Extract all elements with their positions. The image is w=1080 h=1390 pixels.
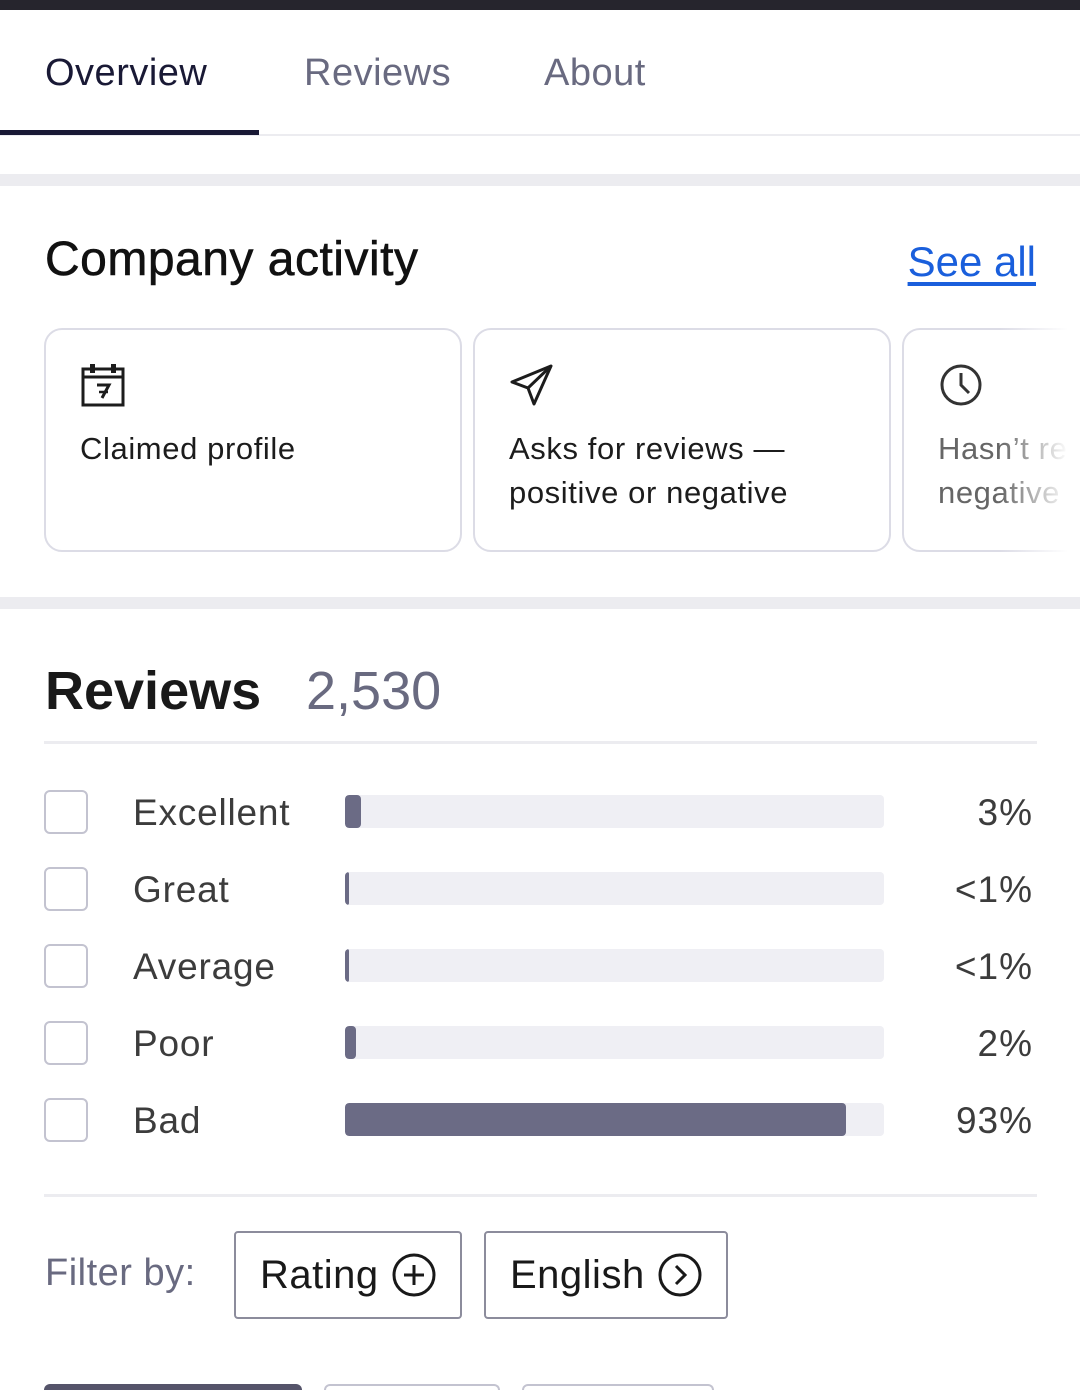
- bottom-button-peek[interactable]: [522, 1384, 714, 1390]
- bottom-button-peek[interactable]: [324, 1384, 500, 1390]
- rating-bar-fill: [345, 795, 361, 828]
- filter-label: Filter by:: [45, 1252, 196, 1294]
- rating-bar-fill: [345, 1026, 356, 1059]
- rating-row-bad[interactable]: Bad 93%: [44, 1098, 1037, 1142]
- rating-label: Bad: [133, 1100, 202, 1141]
- activity-card-text: Claimed profile: [80, 431, 296, 466]
- bottom-button-peek[interactable]: [44, 1384, 302, 1390]
- company-activity-title: Company activity: [45, 233, 419, 287]
- rating-label: Excellent: [133, 792, 291, 833]
- activity-card-text: Asks for reviews — positive or negative: [509, 431, 789, 510]
- scroll-fade: [1000, 328, 1080, 554]
- language-filter-button[interactable]: English: [484, 1231, 728, 1319]
- rating-row-poor[interactable]: Poor 2%: [44, 1021, 1037, 1065]
- rating-label: Poor: [133, 1023, 215, 1064]
- calendar-icon: [81, 364, 125, 407]
- reviews-title: Reviews: [45, 661, 262, 721]
- rating-bar-fill: [345, 1103, 846, 1136]
- rating-bar-fill: [345, 872, 349, 905]
- activity-cards: Claimed profile Asks for reviews — posit…: [44, 328, 1080, 554]
- divider: [44, 1194, 1037, 1197]
- paper-plane-icon: [510, 364, 553, 406]
- checkbox[interactable]: [44, 944, 88, 988]
- checkbox[interactable]: [44, 867, 88, 911]
- top-status-bar: [0, 0, 1080, 10]
- rating-percent: 2%: [977, 1023, 1033, 1064]
- active-tab-indicator: [0, 130, 259, 135]
- rating-percent: <1%: [954, 946, 1033, 987]
- rating-bar: [345, 1103, 884, 1136]
- reviews-count: 2,530: [306, 661, 442, 721]
- tab-bar: Overview Reviews About: [0, 10, 1080, 136]
- checkbox[interactable]: [44, 1021, 88, 1065]
- rating-bar: [345, 1026, 884, 1059]
- activity-card-asks-reviews: Asks for reviews — positive or negative: [473, 328, 891, 552]
- tab-overview[interactable]: Overview: [45, 51, 208, 94]
- section-divider: [0, 174, 1080, 186]
- chevron-right-circle-icon: [658, 1253, 702, 1297]
- section-divider: [0, 597, 1080, 609]
- checkbox[interactable]: [44, 790, 88, 834]
- rating-label: Average: [133, 946, 276, 987]
- rating-row-great[interactable]: Great <1%: [44, 867, 1037, 911]
- tab-about[interactable]: About: [544, 51, 646, 94]
- rating-row-excellent[interactable]: Excellent 3%: [44, 790, 1037, 834]
- rating-filter-label: Rating: [260, 1252, 379, 1297]
- rating-filter-button[interactable]: Rating: [234, 1231, 462, 1319]
- language-filter-label: English: [510, 1252, 645, 1297]
- clock-icon: [940, 364, 982, 406]
- rating-row-average[interactable]: Average <1%: [44, 944, 1037, 988]
- rating-percent: 3%: [977, 792, 1033, 833]
- activity-card-claimed: Claimed profile: [44, 328, 462, 552]
- rating-bar: [345, 949, 884, 982]
- rating-bar: [345, 872, 884, 905]
- see-all-link[interactable]: See all: [907, 238, 1036, 285]
- rating-bar: [345, 795, 884, 828]
- rating-percent: 93%: [955, 1100, 1033, 1141]
- checkbox[interactable]: [44, 1098, 88, 1142]
- rating-label: Great: [133, 869, 230, 910]
- plus-circle-icon: [392, 1253, 436, 1297]
- rating-bar-fill: [345, 949, 349, 982]
- divider: [44, 741, 1037, 744]
- tab-reviews[interactable]: Reviews: [304, 51, 452, 94]
- rating-percent: <1%: [954, 869, 1033, 910]
